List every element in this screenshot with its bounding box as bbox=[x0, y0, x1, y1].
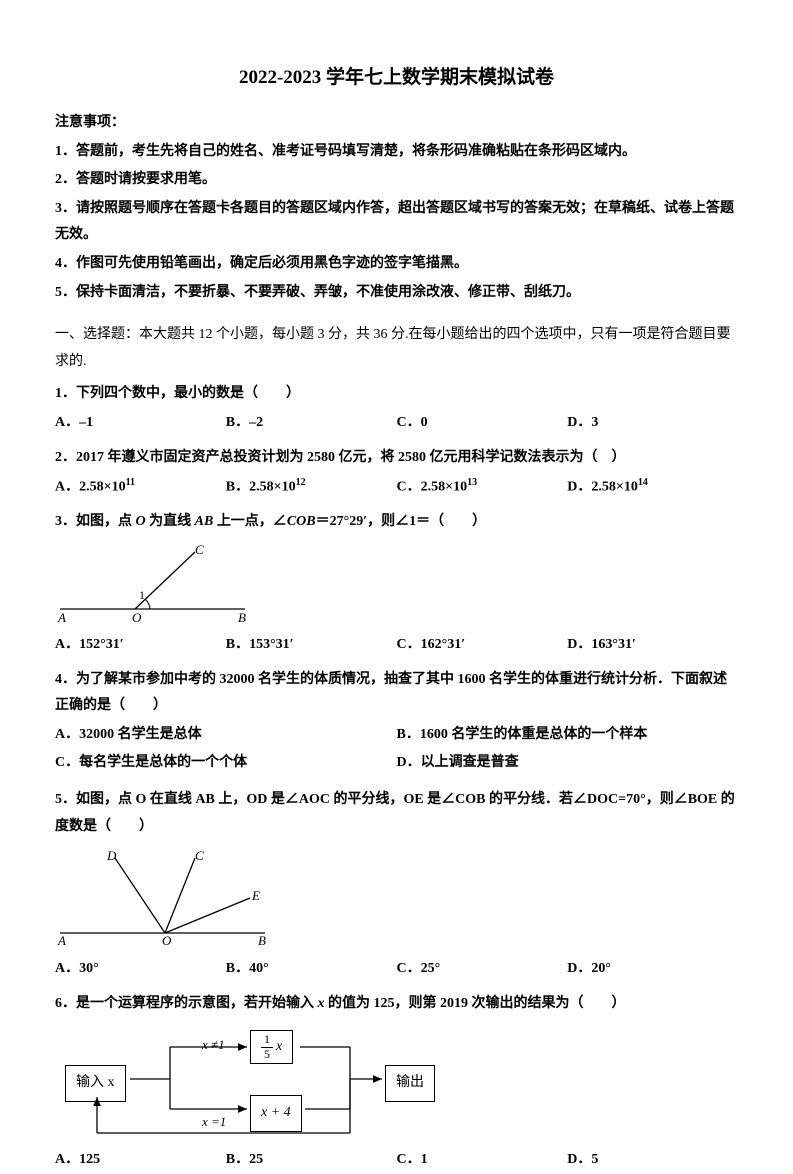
opt-label: A． bbox=[55, 480, 79, 495]
fig-label-C: C bbox=[195, 848, 204, 863]
opt-base: 2.58×10 bbox=[591, 480, 637, 495]
flow-output: 输出 bbox=[385, 1065, 435, 1102]
fig-label-E: E bbox=[251, 888, 260, 903]
fig-label-C: C bbox=[195, 544, 204, 557]
q3-AB: AB bbox=[195, 514, 214, 529]
fig-label-A: A bbox=[57, 610, 66, 624]
q1-opt-b: B．–2 bbox=[226, 410, 397, 437]
flow-neq: x ≠1 bbox=[202, 1033, 225, 1058]
q6-t1: 6．是一个运算程序的示意图，若开始输入 bbox=[55, 996, 318, 1011]
q3-opt-d: D．163°31′ bbox=[567, 632, 738, 659]
q5-opt-a: A．30° bbox=[55, 956, 226, 983]
opt-label: D． bbox=[567, 480, 591, 495]
q6-opt-a: A．125 bbox=[55, 1147, 226, 1174]
notice-item: 3．请按照题号顺序在答题卡各题目的答题区域内作答，超出答题区域书写的答案无效；在… bbox=[55, 196, 738, 249]
q3-t1: 3．如图，点 bbox=[55, 514, 136, 529]
q3-t2: 为直线 bbox=[146, 514, 195, 529]
q2-opt-d: D．2.58×1014 bbox=[567, 473, 738, 501]
fig-label-B: B bbox=[258, 933, 266, 948]
frac-den: 5 bbox=[261, 1048, 273, 1061]
flow-plus-text: x + 4 bbox=[261, 1105, 291, 1120]
q3-opt-c: C．162°31′ bbox=[397, 632, 568, 659]
q5-figure: A O B D C E bbox=[55, 848, 738, 948]
section-header: 一、选择题：本大题共 12 个小题，每小题 3 分，共 36 分.在每小题给出的… bbox=[55, 322, 738, 375]
fig-label-O: O bbox=[162, 933, 172, 948]
opt-label: B． bbox=[226, 480, 249, 495]
q3-opt-a: A．152°31′ bbox=[55, 632, 226, 659]
q6-text: 6．是一个运算程序的示意图，若开始输入 x 的值为 125，则第 2019 次输… bbox=[55, 991, 738, 1018]
q5-opt-d: D．20° bbox=[567, 956, 738, 983]
fig-label-O: O bbox=[132, 610, 142, 624]
q3-opt-b: B．153°31′ bbox=[226, 632, 397, 659]
opt-base: 2.58×10 bbox=[249, 480, 295, 495]
flow-eq: x =1 bbox=[202, 1110, 226, 1135]
q2-opt-c: C．2.58×1013 bbox=[397, 473, 568, 501]
q1-opt-a: A．–1 bbox=[55, 410, 226, 437]
opt-exp: 13 bbox=[467, 477, 477, 488]
opt-label: C． bbox=[397, 480, 421, 495]
flow-plus: x + 4 bbox=[250, 1095, 302, 1132]
notice-header: 注意事项： bbox=[55, 110, 738, 137]
opt-exp: 14 bbox=[638, 477, 648, 488]
q3-O: O bbox=[136, 514, 146, 529]
q4-opt-c: C．每名学生是总体的一个个体 bbox=[55, 750, 397, 777]
q3-COB: COB bbox=[287, 514, 316, 529]
q4-opt-d: D．以上调查是普查 bbox=[397, 750, 739, 777]
notice-item: 4．作图可先使用铅笔画出，确定后必须用黑色字迹的签字笔描黑。 bbox=[55, 251, 738, 278]
q6-figure: 输入 x 15x x + 4 输出 x ≠1 x =1 bbox=[55, 1025, 455, 1135]
opt-base: 2.58×10 bbox=[421, 480, 467, 495]
opt-base: 2.58×10 bbox=[79, 480, 125, 495]
q4-opt-a: A．32000 名学生是总体 bbox=[55, 722, 397, 749]
q4-opt-b: B．1600 名学生的体重是总体的一个样本 bbox=[397, 722, 739, 749]
q5-opt-b: B．40° bbox=[226, 956, 397, 983]
fig-label-D: D bbox=[106, 848, 117, 863]
q3-t4: ＝27°29′，则∠1＝（ ） bbox=[316, 514, 487, 529]
opt-exp: 11 bbox=[126, 477, 135, 488]
fig-label-B: B bbox=[238, 610, 246, 624]
q4-text: 4．为了解某市参加中考的 32000 名学生的体质情况，抽查了其中 1600 名… bbox=[55, 667, 738, 720]
q6-t2: 的值为 125，则第 2019 次输出的结果为（ ） bbox=[325, 996, 626, 1011]
opt-exp: 12 bbox=[296, 477, 306, 488]
q1-opt-c: C．0 bbox=[397, 410, 568, 437]
q2-opt-b: B．2.58×1012 bbox=[226, 473, 397, 501]
notice-item: 1．答题前，考生先将自己的姓名、准考证号码填写清楚，将条形码准确粘贴在条形码区域… bbox=[55, 139, 738, 166]
fig-label-1: 1 bbox=[139, 588, 145, 602]
q2-text: 2．2017 年遵义市固定资产总投资计划为 2580 亿元，将 2580 亿元用… bbox=[55, 445, 738, 472]
frac-num: 1 bbox=[261, 1033, 273, 1047]
q5-text: 5．如图，点 O 在直线 AB 上，OD 是∠AOC 的平分线，OE 是∠COB… bbox=[55, 787, 738, 840]
page-title: 2022-2023 学年七上数学期末模拟试卷 bbox=[55, 60, 738, 96]
q1-opt-d: D．3 bbox=[567, 410, 738, 437]
notice-item: 2．答题时请按要求用笔。 bbox=[55, 167, 738, 194]
q6-opt-b: B．25 bbox=[226, 1147, 397, 1174]
q1-text: 1．下列四个数中，最小的数是（ ） bbox=[55, 381, 738, 408]
q5-opt-c: C．25° bbox=[397, 956, 568, 983]
q6-opt-d: D．5 bbox=[567, 1147, 738, 1174]
notice-item: 5．保持卡面清洁，不要折暴、不要弄破、弄皱，不准使用涂改液、修正带、刮纸刀。 bbox=[55, 280, 738, 307]
q6-opt-c: C．1 bbox=[397, 1147, 568, 1174]
flow-frac: 15x bbox=[250, 1030, 293, 1064]
q3-t3: 上一点，∠ bbox=[213, 514, 287, 529]
flow-input: 输入 x bbox=[65, 1065, 126, 1102]
fig-label-A: A bbox=[57, 933, 66, 948]
frac-x: x bbox=[276, 1039, 282, 1054]
q2-opt-a: A．2.58×1011 bbox=[55, 473, 226, 501]
q3-figure: A O B C 1 bbox=[55, 544, 738, 624]
q3-text: 3．如图，点 O 为直线 AB 上一点，∠COB＝27°29′，则∠1＝（ ） bbox=[55, 509, 738, 536]
q6-x: x bbox=[318, 996, 325, 1011]
